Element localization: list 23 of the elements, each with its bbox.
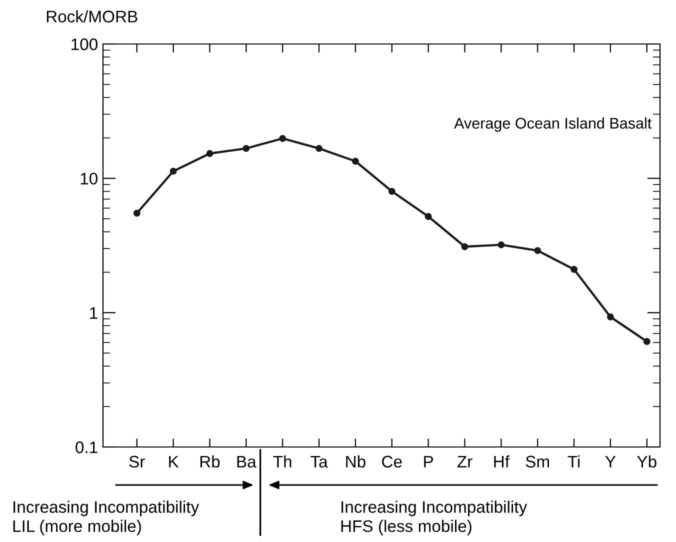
text: Average Ocean Island Basalt xyxy=(454,117,652,132)
x-tick-label: Y xyxy=(605,456,616,468)
x-tick-label: P xyxy=(424,456,433,468)
x-tick-label: Hf xyxy=(494,455,510,468)
x-tick-label: Ti xyxy=(568,455,580,468)
text: Increasing Incompatibility LIL (more mobile) xyxy=(13,500,200,536)
y-axis-title: Rock/MORB xyxy=(46,10,138,22)
x-tick-label: Ce xyxy=(382,456,402,468)
y-tick-label: 0.1 xyxy=(76,441,98,454)
y-tick-label: 10 xyxy=(80,172,98,185)
x-tick-label: Ba xyxy=(237,456,256,468)
x-tick-label: Ta xyxy=(310,456,328,468)
y-tick-label: 1 xyxy=(90,307,98,319)
x-tick-label: Th xyxy=(273,455,292,468)
x-tick-label: K xyxy=(169,456,179,468)
x-tick-label: Zr xyxy=(457,456,472,468)
x-tick-label: Sr xyxy=(129,456,145,468)
x-tick-label: Yb xyxy=(637,455,656,468)
y-tick-label: 100 xyxy=(72,38,98,50)
text: Increasing Incompatibility HFS (less mobile) xyxy=(341,500,528,536)
x-tick-label: Nb xyxy=(346,455,366,468)
x-tick-label: Sm xyxy=(526,456,549,468)
x-tick-label: Rb xyxy=(200,455,220,468)
